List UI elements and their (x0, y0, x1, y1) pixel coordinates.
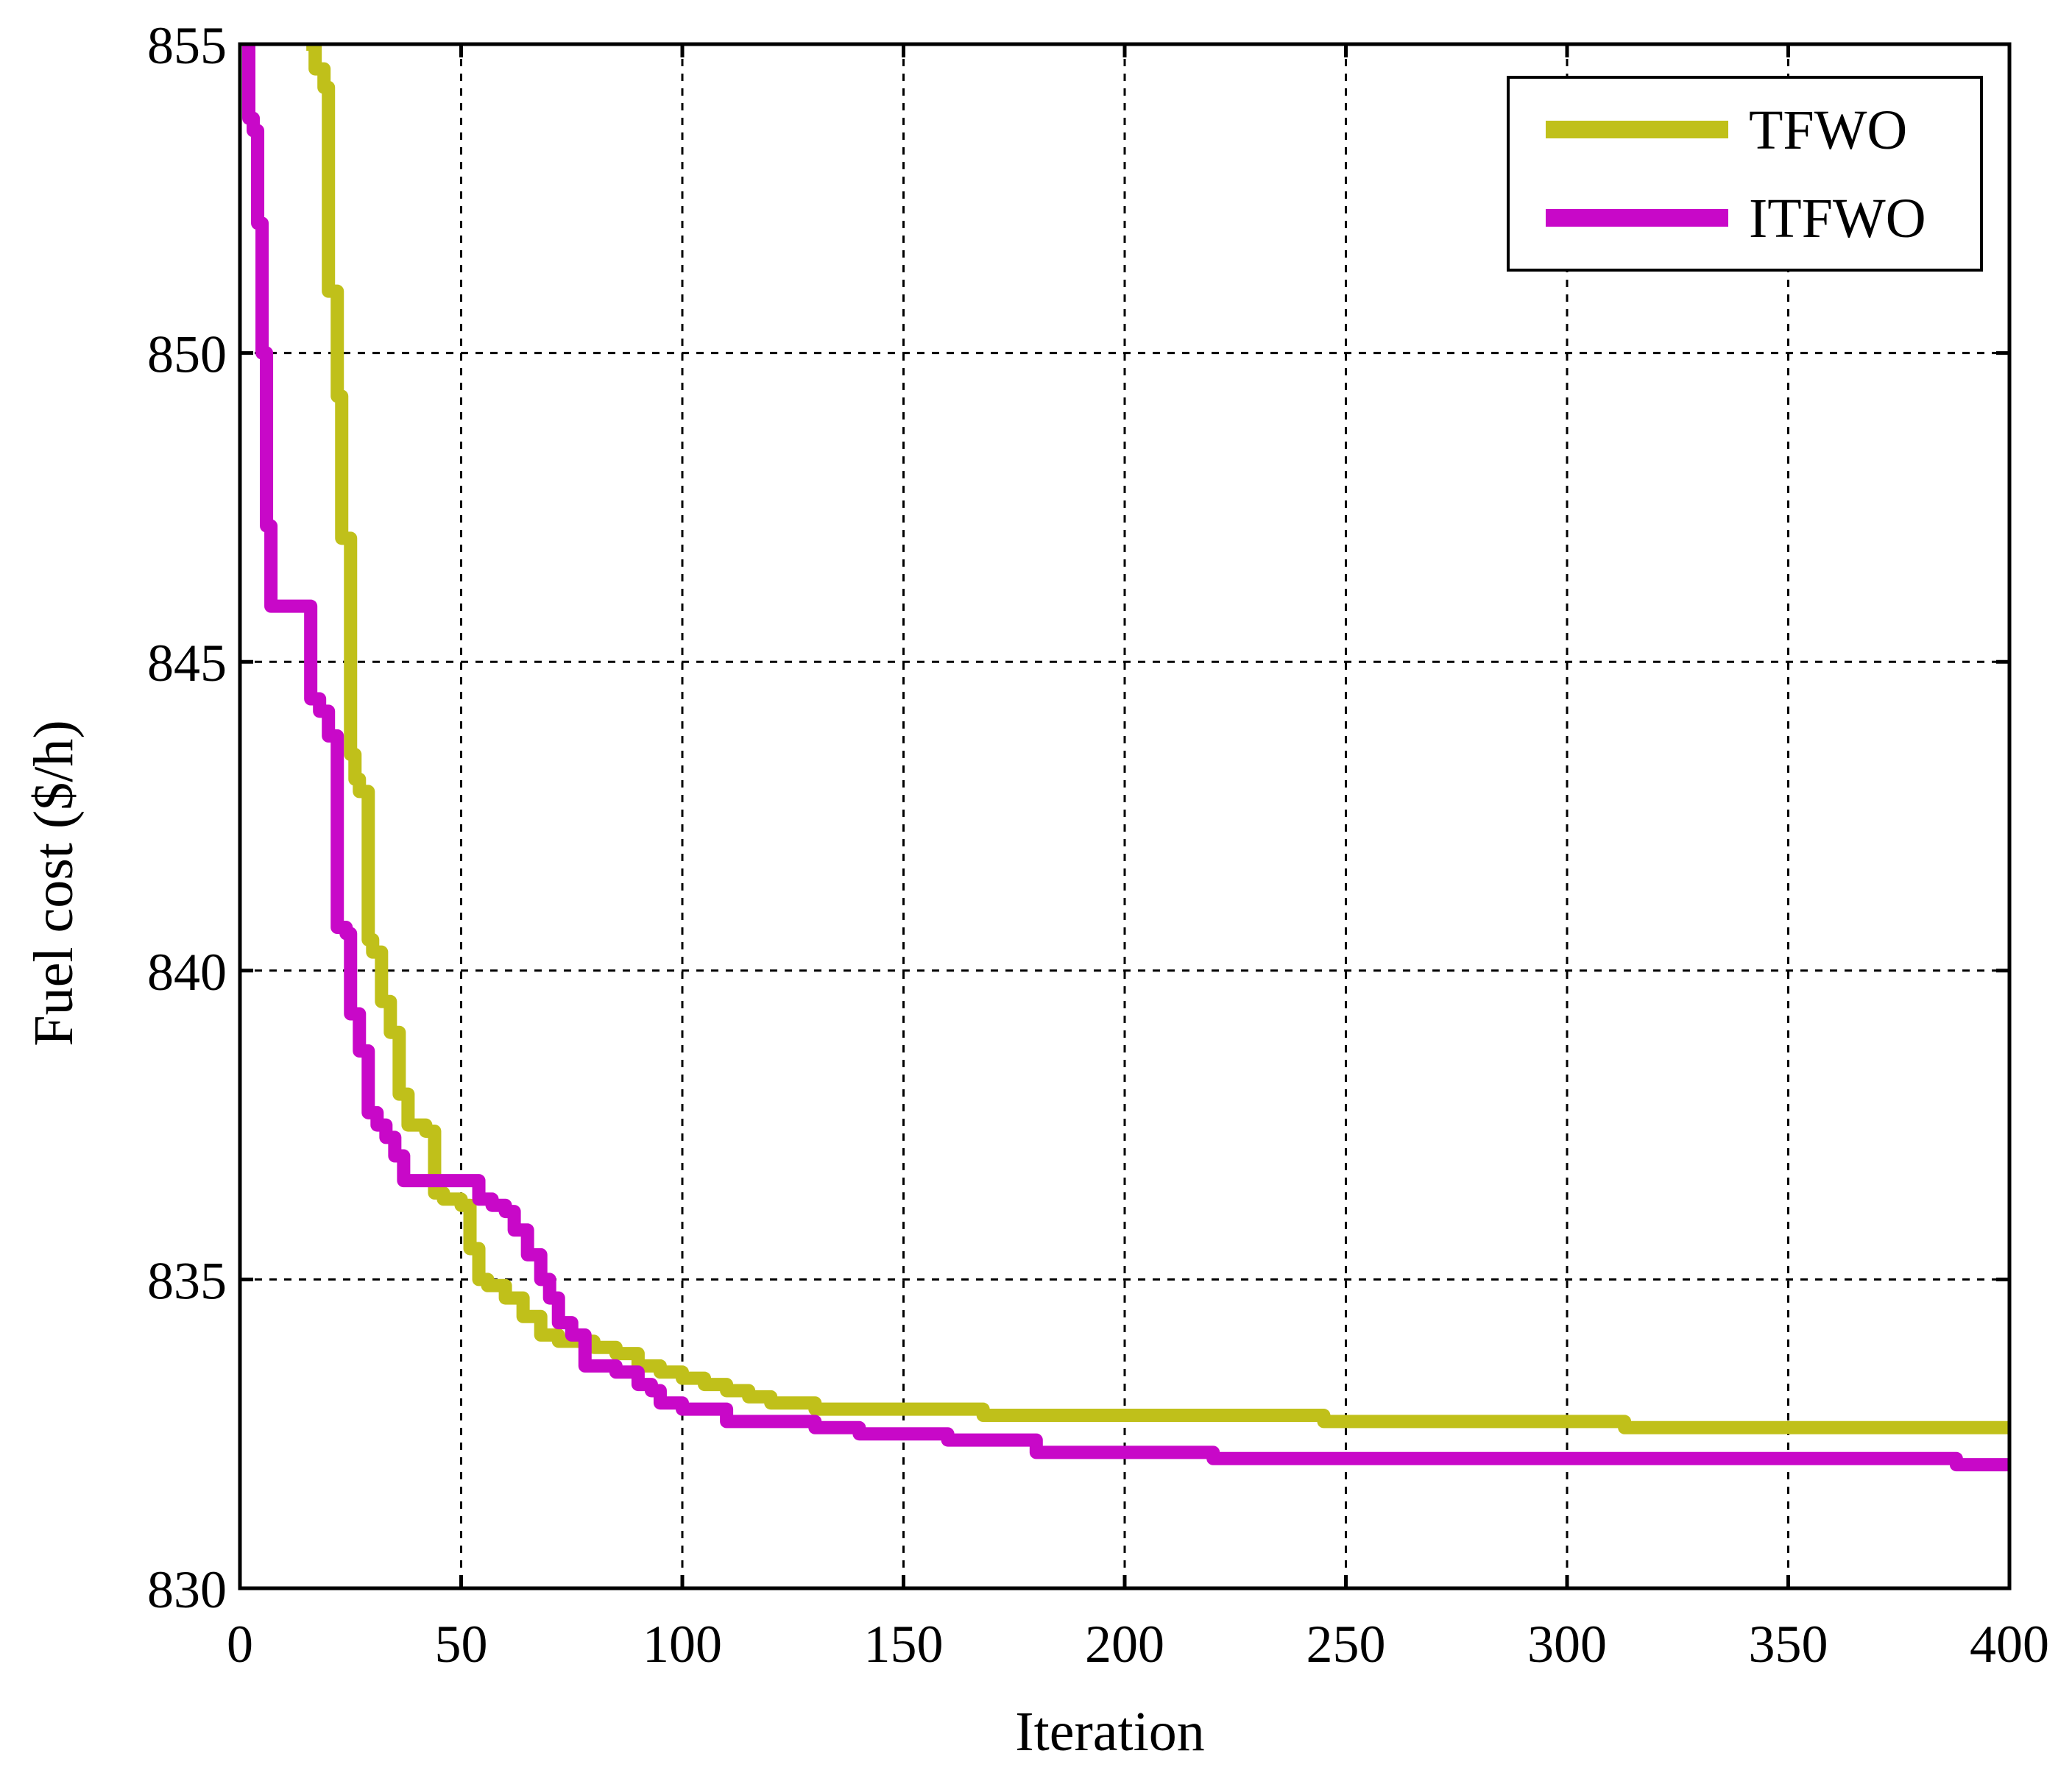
y-tick-label: 835 (147, 1251, 227, 1310)
legend-box (1507, 76, 1983, 272)
x-tick-label: 200 (1085, 1615, 1164, 1674)
x-tick-label: 150 (864, 1615, 944, 1674)
y-tick-label: 855 (147, 16, 227, 75)
legend-label-itfwo: ITFWO (1749, 188, 1926, 250)
x-tick-label: 250 (1307, 1615, 1386, 1674)
x-axis-label: Iteration (1015, 1701, 1204, 1763)
y-axis-label: Fuel cost ($/h) (23, 720, 85, 1046)
x-tick-label: 400 (1970, 1615, 2049, 1674)
series-line-itfwo (242, 44, 2009, 1472)
x-tick-label: 0 (227, 1615, 253, 1674)
x-tick-labels: 0 50 100 150 200 250 300 350 400 (227, 1615, 2049, 1674)
series-layer (242, 44, 2009, 1472)
x-tick-label: 350 (1749, 1615, 1828, 1674)
x-tick-label: 100 (643, 1615, 722, 1674)
legend-label-tfwo: TFWO (1749, 99, 1907, 161)
y-tick-label: 830 (147, 1560, 227, 1619)
x-tick-label: 300 (1527, 1615, 1607, 1674)
y-tick-labels: 830 835 840 845 850 855 (147, 16, 227, 1619)
legend: TFWO ITFWO (1507, 76, 1983, 272)
series-line-tfwo (306, 44, 2009, 1434)
tick-marks (238, 42, 2012, 1590)
y-tick-label: 840 (147, 943, 227, 1002)
y-tick-label: 845 (147, 634, 227, 693)
y-tick-label: 850 (147, 325, 227, 384)
grid-lines (240, 44, 2009, 1588)
x-tick-label: 50 (435, 1615, 488, 1674)
